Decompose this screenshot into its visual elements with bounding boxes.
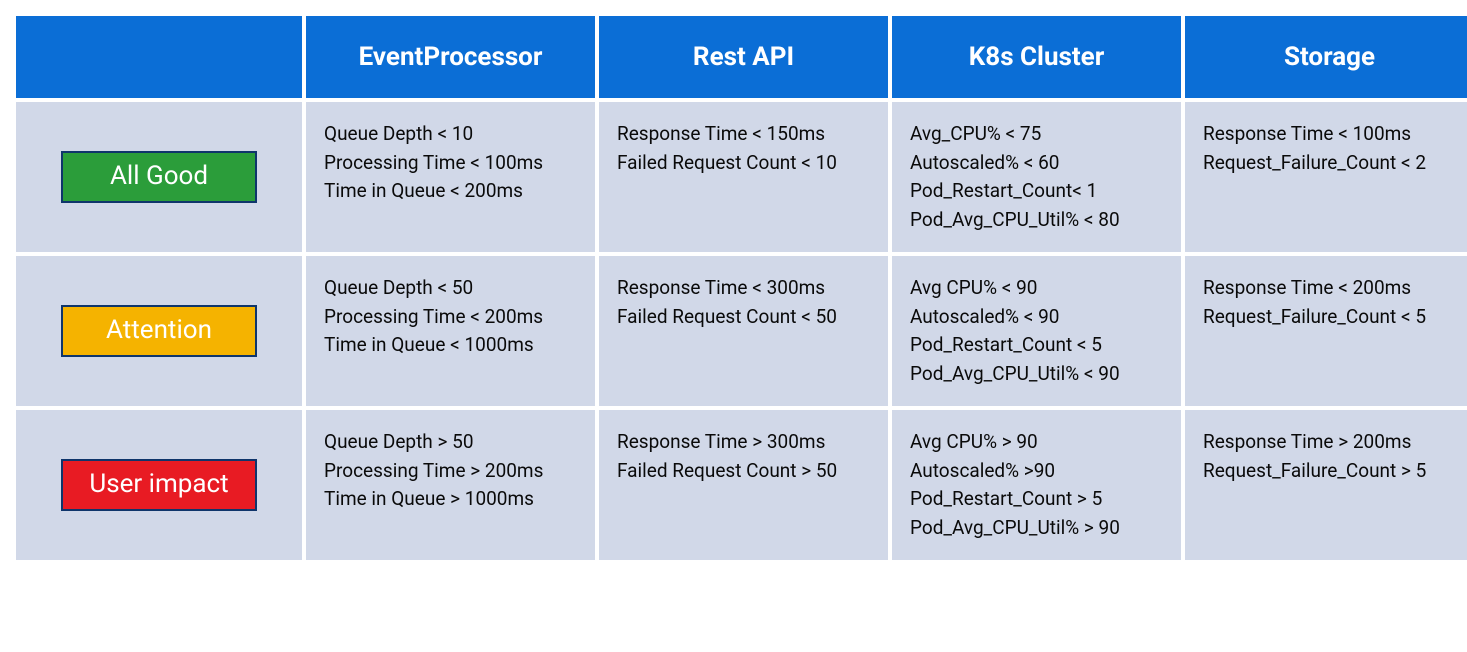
metric-line: Response Time > 200ms — [1203, 428, 1458, 457]
threshold-table: EventProcessor Rest API K8s Cluster Stor… — [12, 12, 1467, 564]
metric-line: Queue Depth < 50 — [324, 274, 579, 303]
cell-attention-rest-api: Response Time < 300ms Failed Request Cou… — [599, 256, 888, 406]
metric-line: Response Time < 150ms — [617, 120, 872, 149]
cell-attention-storage: Response Time < 200ms Request_Failure_Co… — [1185, 256, 1467, 406]
cell-user-impact-storage: Response Time > 200ms Request_Failure_Co… — [1185, 410, 1467, 560]
header-corner-cell — [16, 16, 302, 98]
table-header-row: EventProcessor Rest API K8s Cluster Stor… — [16, 16, 1467, 98]
cell-all-good-k8s-cluster: Avg_CPU% < 75 Autoscaled% < 60 Pod_Resta… — [892, 102, 1181, 252]
cell-user-impact-k8s-cluster: Avg CPU% > 90 Autoscaled% >90 Pod_Restar… — [892, 410, 1181, 560]
metric-line: Response Time < 300ms — [617, 274, 872, 303]
metric-line: Response Time < 100ms — [1203, 120, 1458, 149]
metric-line: Avg_CPU% < 75 — [910, 120, 1165, 149]
header-k8s-cluster: K8s Cluster — [892, 16, 1181, 98]
metric-line: Time in Queue > 1000ms — [324, 485, 579, 514]
status-badge-all-good: All Good — [61, 151, 257, 202]
metric-line: Queue Depth > 50 — [324, 428, 579, 457]
cell-all-good-event-processor: Queue Depth < 10 Processing Time < 100ms… — [306, 102, 595, 252]
metric-line: Failed Request Count < 10 — [617, 149, 872, 178]
metric-line: Autoscaled% < 60 — [910, 149, 1165, 178]
cell-user-impact-event-processor: Queue Depth > 50 Processing Time > 200ms… — [306, 410, 595, 560]
table-row-user-impact: User impact Queue Depth > 50 Processing … — [16, 410, 1467, 560]
header-storage: Storage — [1185, 16, 1467, 98]
metric-line: Failed Request Count < 50 — [617, 303, 872, 332]
metric-line: Pod_Restart_Count < 5 — [910, 331, 1165, 360]
metric-line: Pod_Restart_Count< 1 — [910, 177, 1165, 206]
cell-attention-event-processor: Queue Depth < 50 Processing Time < 200ms… — [306, 256, 595, 406]
metric-line: Autoscaled% >90 — [910, 457, 1165, 486]
metric-line: Response Time > 300ms — [617, 428, 872, 457]
status-cell-user-impact: User impact — [16, 410, 302, 560]
metric-line: Processing Time < 100ms — [324, 149, 579, 178]
metric-line: Avg CPU% < 90 — [910, 274, 1165, 303]
metric-line: Request_Failure_Count > 5 — [1203, 457, 1458, 486]
metric-line: Time in Queue < 200ms — [324, 177, 579, 206]
metric-line: Request_Failure_Count < 5 — [1203, 303, 1458, 332]
status-cell-all-good: All Good — [16, 102, 302, 252]
metric-line: Failed Request Count > 50 — [617, 457, 872, 486]
table-row-all-good: All Good Queue Depth < 10 Processing Tim… — [16, 102, 1467, 252]
metric-line: Response Time < 200ms — [1203, 274, 1458, 303]
metric-line: Request_Failure_Count < 2 — [1203, 149, 1458, 178]
status-badge-user-impact: User impact — [61, 459, 257, 510]
status-cell-attention: Attention — [16, 256, 302, 406]
metric-line: Pod_Avg_CPU_Util% > 90 — [910, 514, 1165, 543]
metric-line: Processing Time > 200ms — [324, 457, 579, 486]
header-event-processor: EventProcessor — [306, 16, 595, 98]
metric-line: Pod_Avg_CPU_Util% < 80 — [910, 206, 1165, 235]
metric-line: Autoscaled% < 90 — [910, 303, 1165, 332]
metric-line: Pod_Restart_Count > 5 — [910, 485, 1165, 514]
metric-line: Pod_Avg_CPU_Util% < 90 — [910, 360, 1165, 389]
metric-line: Queue Depth < 10 — [324, 120, 579, 149]
status-badge-attention: Attention — [61, 305, 257, 356]
metric-line: Avg CPU% > 90 — [910, 428, 1165, 457]
table-row-attention: Attention Queue Depth < 50 Processing Ti… — [16, 256, 1467, 406]
metric-line: Time in Queue < 1000ms — [324, 331, 579, 360]
cell-all-good-rest-api: Response Time < 150ms Failed Request Cou… — [599, 102, 888, 252]
header-rest-api: Rest API — [599, 16, 888, 98]
cell-user-impact-rest-api: Response Time > 300ms Failed Request Cou… — [599, 410, 888, 560]
cell-attention-k8s-cluster: Avg CPU% < 90 Autoscaled% < 90 Pod_Resta… — [892, 256, 1181, 406]
cell-all-good-storage: Response Time < 100ms Request_Failure_Co… — [1185, 102, 1467, 252]
metric-line: Processing Time < 200ms — [324, 303, 579, 332]
